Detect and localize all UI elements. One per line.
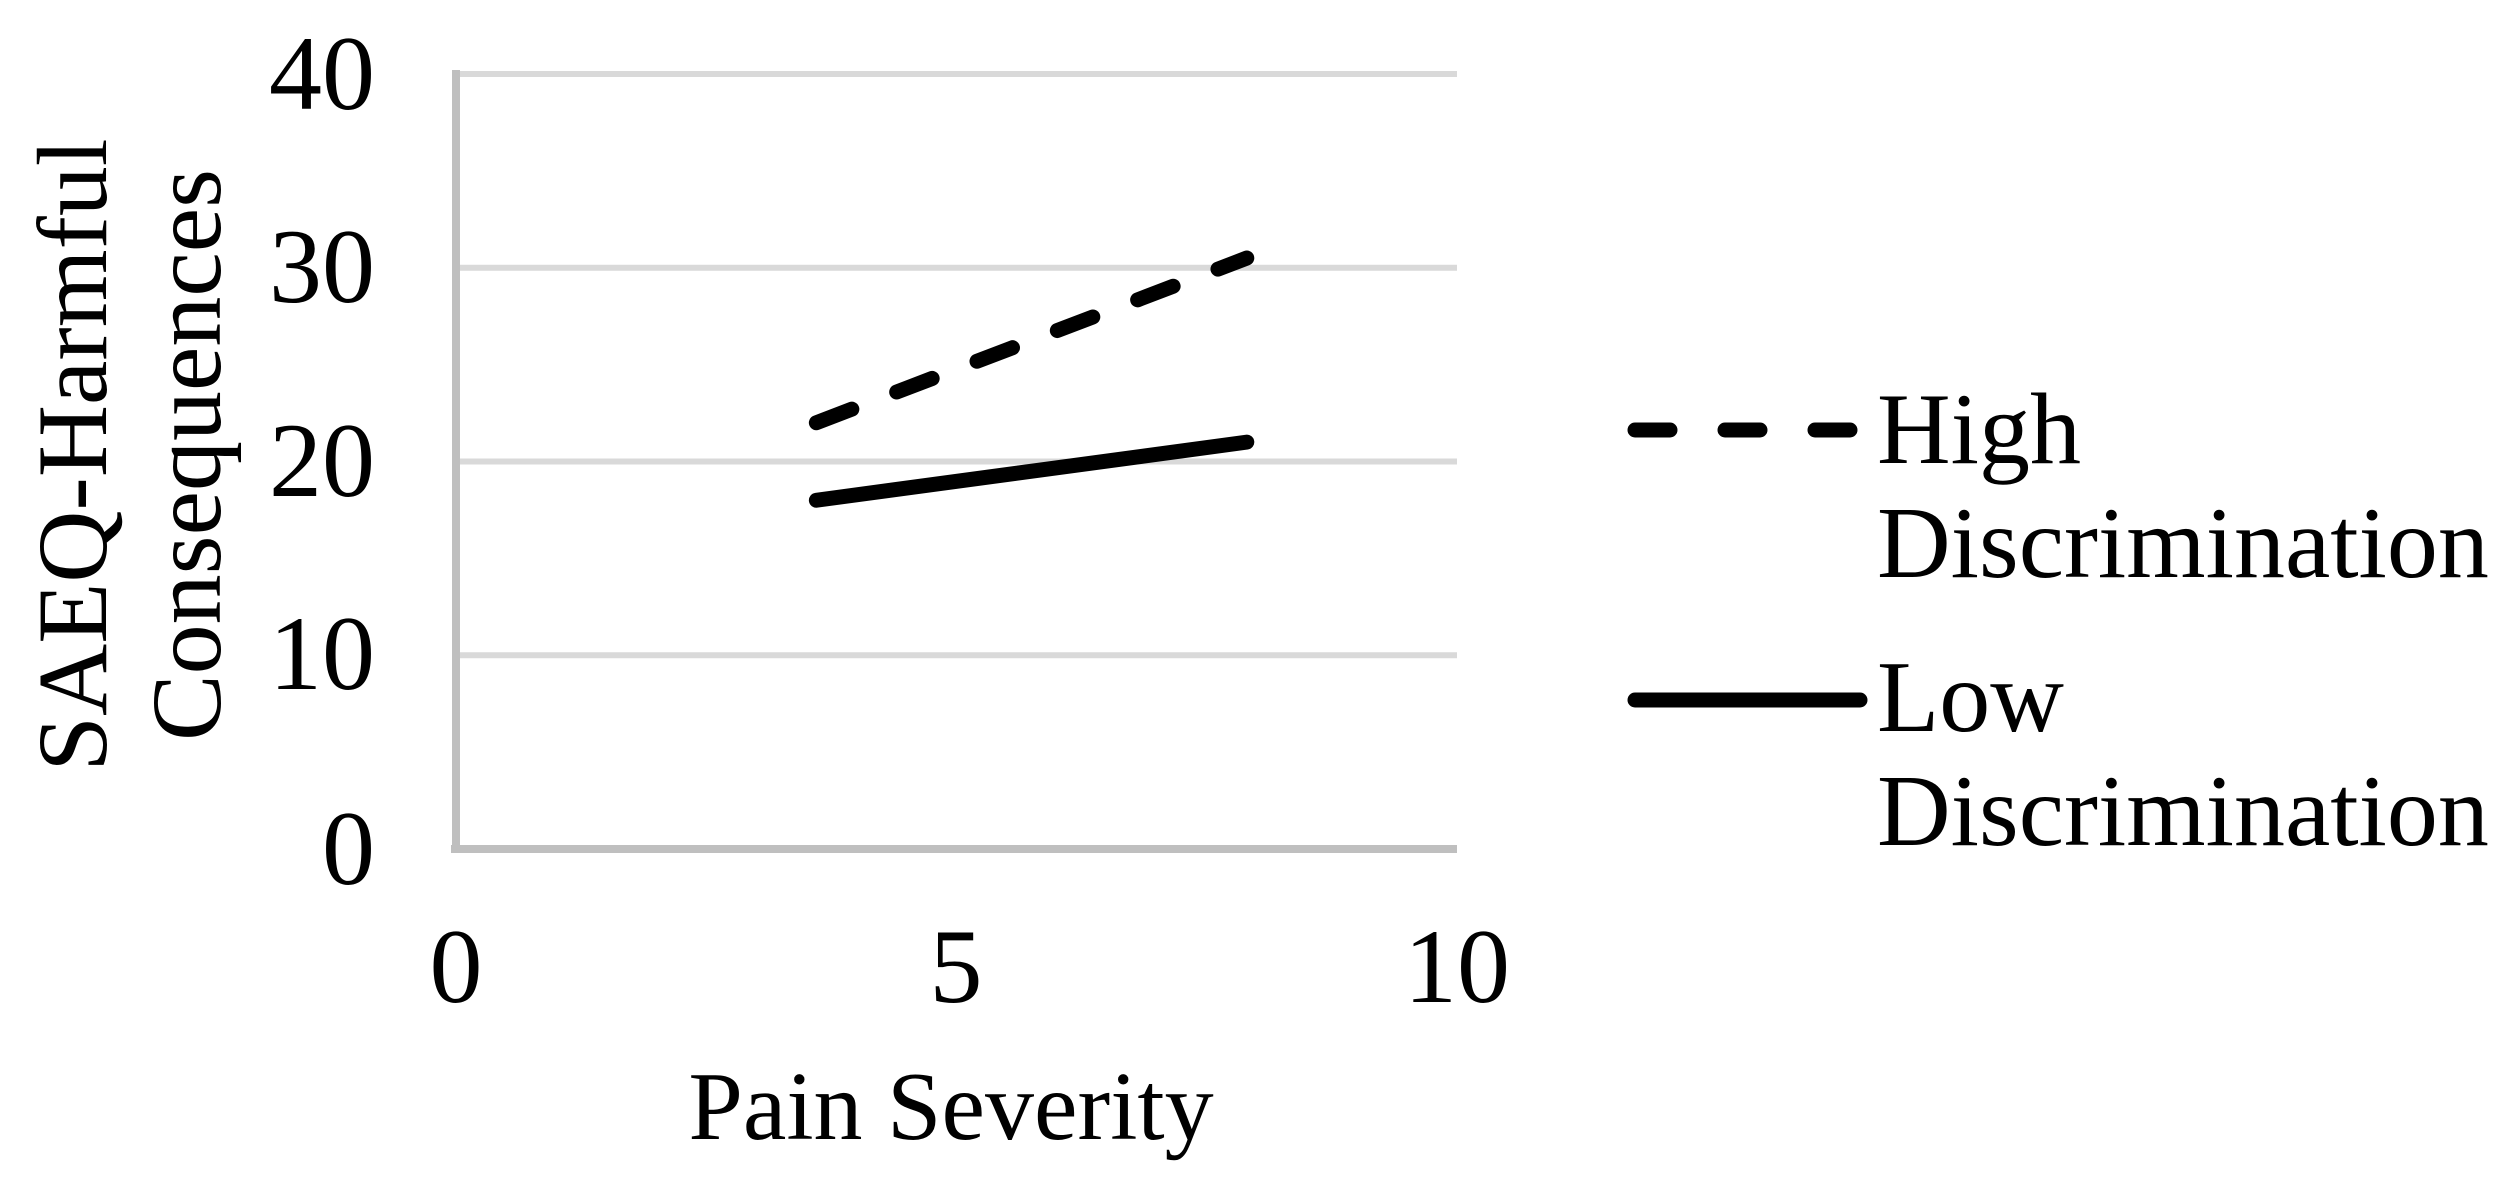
x-axis-title: Pain Severity [688,1053,1214,1161]
y-tick-label-10: 10 [269,595,375,712]
y-tick-label-20: 20 [269,402,375,519]
legend-label-high-line2: Discrimination [1877,487,2489,600]
series-line-low-discrimination [808,434,1255,508]
x-tick-label-5: 5 [929,908,983,1025]
legend-label-low-line2: Discrimination [1877,755,2489,868]
legend-label-high-line1: High [1877,373,2081,486]
legend-item-high-discrimination: High Discrimination [1877,373,2489,601]
y-tick-label-30: 30 [269,208,375,325]
y-tick-label-40: 40 [269,15,375,132]
series-line-high-discrimination [808,250,1255,431]
legend-item-low-discrimination: Low Discrimination [1877,641,2489,869]
y-tick-label-0: 0 [322,790,375,907]
legend-label-low-line1: Low [1877,641,2064,754]
x-tick-label-0: 0 [429,908,483,1025]
x-tick-label-10: 10 [1404,908,1510,1025]
